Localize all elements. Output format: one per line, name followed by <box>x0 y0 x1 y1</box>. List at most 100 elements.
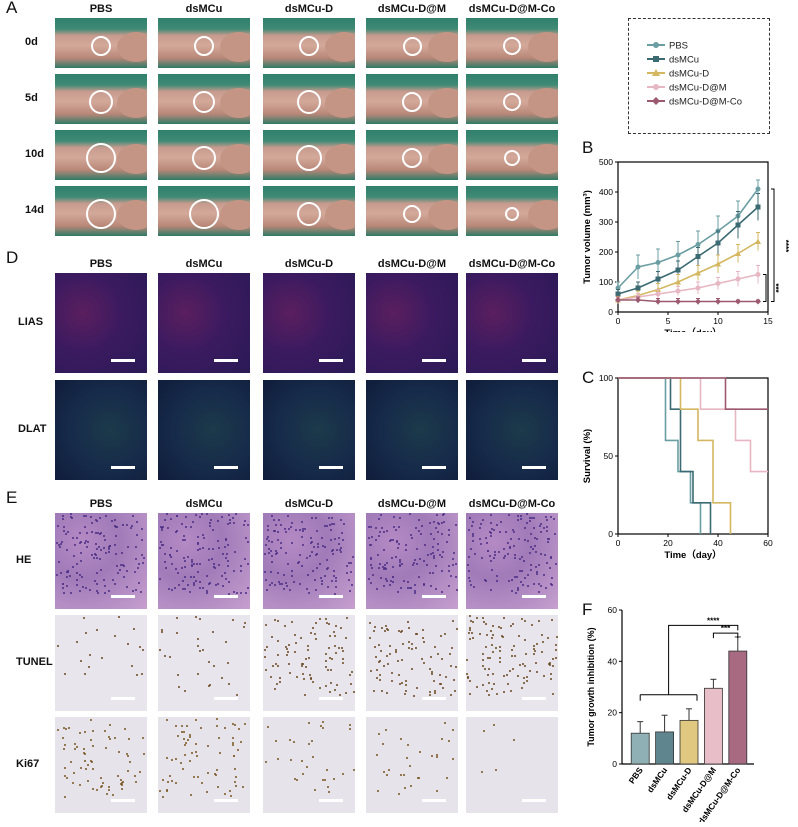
stain-dot <box>503 556 506 559</box>
row-label: LIAS <box>18 316 44 328</box>
stain-dot <box>270 570 273 573</box>
stain-dot <box>279 523 282 526</box>
stain-dot <box>80 660 83 663</box>
stain-dot <box>334 625 337 628</box>
stain-dot <box>285 581 288 584</box>
stain-dot <box>429 532 432 535</box>
stain-dot <box>533 647 536 650</box>
stain-dot <box>299 529 302 532</box>
data-point <box>615 291 621 297</box>
stain-dot <box>505 673 508 676</box>
stain-dot <box>311 740 314 742</box>
stain-dot <box>552 517 555 520</box>
stain-dot <box>73 771 76 774</box>
stain-dot <box>168 656 171 659</box>
stain-dot <box>99 517 102 520</box>
stain-dot <box>84 760 87 763</box>
scale-bar <box>214 466 238 469</box>
stain-dot <box>170 759 173 762</box>
stain-dot <box>188 735 191 738</box>
stain-dot <box>196 673 199 676</box>
tumor-circle <box>86 199 116 229</box>
stain-dot <box>293 651 296 654</box>
column-header: dsMCu <box>185 258 223 270</box>
stain-dot <box>131 515 134 518</box>
stain-dot <box>244 621 247 624</box>
stain-dot <box>200 513 203 516</box>
stain-dot <box>545 561 548 564</box>
stain-dot <box>177 685 180 688</box>
stain-dot <box>453 690 456 693</box>
stain-dot <box>446 777 449 780</box>
stain-dot <box>526 584 529 587</box>
stain-dot <box>278 580 281 583</box>
image-tile <box>466 273 558 373</box>
stain-dot <box>89 588 92 591</box>
stain-dot <box>468 556 471 559</box>
data-point <box>715 298 721 305</box>
stain-dot <box>284 551 287 554</box>
data-point <box>675 267 681 273</box>
stain-dot <box>71 565 74 568</box>
stain-dot <box>295 529 298 532</box>
stain-dot <box>305 658 308 661</box>
stain-dot <box>438 673 441 676</box>
data-point <box>695 298 701 305</box>
stain-dot <box>411 643 414 645</box>
image-tile <box>55 18 147 68</box>
stain-dot <box>334 592 337 595</box>
scale-bar <box>522 697 546 700</box>
stain-dot <box>302 673 305 676</box>
stain-dot <box>316 553 319 556</box>
stain-dot <box>466 659 469 662</box>
stain-dot <box>229 795 232 798</box>
y-tick-label: 20 <box>608 708 618 718</box>
stain-dot <box>174 725 177 728</box>
stain-dot <box>422 636 425 639</box>
stain-dot <box>503 547 505 550</box>
stain-dot <box>488 657 491 660</box>
stain-dot <box>114 582 117 585</box>
stain-dot <box>382 530 385 533</box>
stain-dot <box>527 540 529 543</box>
image-tile <box>263 18 355 68</box>
stain-dot <box>399 737 402 740</box>
stain-dot <box>228 518 231 521</box>
stain-dot <box>234 775 237 778</box>
stain-dot <box>380 527 383 530</box>
stain-dot <box>231 722 234 725</box>
stain-dot <box>319 576 322 579</box>
stain-dot <box>378 659 381 662</box>
column-header: dsMCu <box>185 498 223 510</box>
stain-dot <box>491 569 494 572</box>
stain-dot <box>211 557 214 560</box>
stain-dot <box>285 531 288 534</box>
stain-dot <box>414 589 417 592</box>
stain-dot <box>395 648 398 651</box>
stain-dot <box>272 529 275 532</box>
stain-dot <box>318 687 321 690</box>
stain-dot <box>196 542 199 545</box>
stain-dot <box>180 567 183 570</box>
stain-dot <box>125 752 128 755</box>
stain-dot <box>308 722 310 725</box>
stain-dot <box>80 552 83 555</box>
stain-dot <box>523 681 526 684</box>
stain-dot <box>291 574 294 577</box>
stain-dot <box>225 641 227 644</box>
stain-dot <box>513 739 516 741</box>
stain-dot <box>285 653 288 656</box>
stain-dot <box>311 516 314 519</box>
stain-dot <box>100 786 103 789</box>
data-point <box>675 298 681 305</box>
y-tick-label: 400 <box>599 187 613 197</box>
stain-dot <box>509 547 512 550</box>
stain-dot <box>270 541 273 544</box>
stain-dot <box>514 553 517 556</box>
stain-dot <box>526 676 529 679</box>
stain-dot <box>516 575 519 578</box>
stain-dot <box>376 677 379 680</box>
stain-dot <box>217 519 220 522</box>
stain-dot <box>92 745 95 748</box>
stain-dot <box>109 723 112 726</box>
